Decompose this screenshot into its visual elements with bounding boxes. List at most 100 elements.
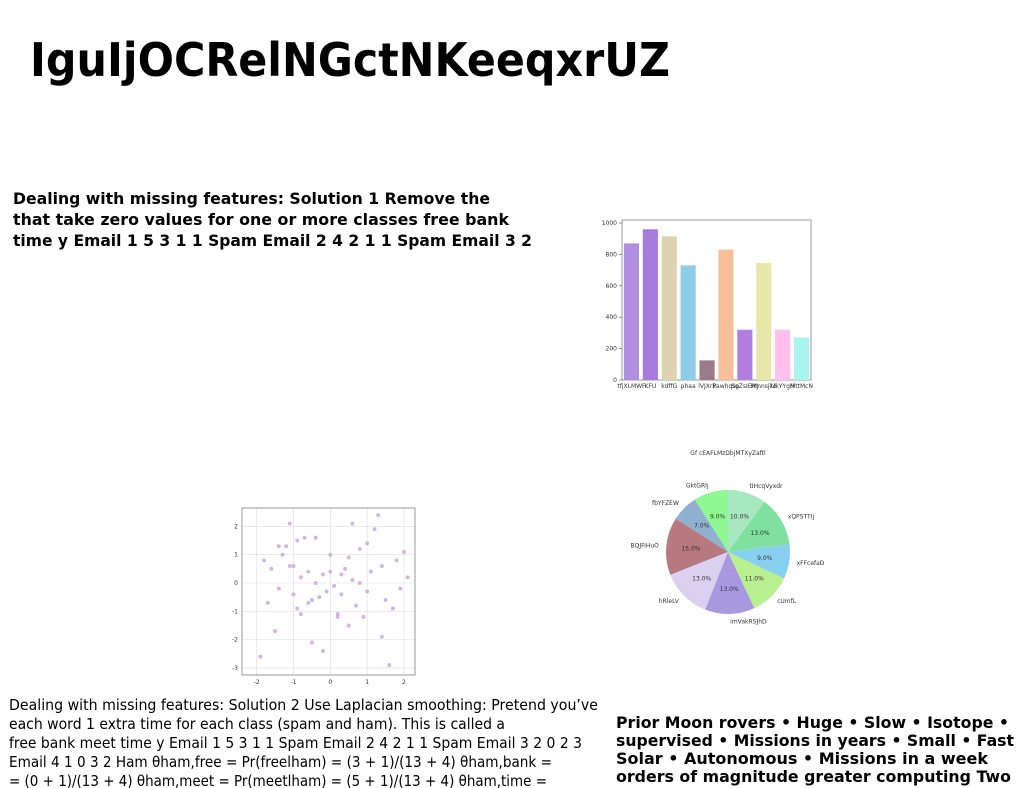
text-line: each word 1 extra time for each class (s… [9,715,505,733]
point [317,595,322,600]
point [320,572,325,577]
pie-slice [728,552,785,609]
slice-value-label: 7.0% [694,523,710,530]
bar [775,329,791,380]
pie-title: Gf cEAFLMzDbjMTXyZaftl [690,450,766,457]
point [302,535,307,540]
text-line: Prior Moon rovers • Huge • Slow • Isotop… [616,713,1009,732]
bar [642,229,658,380]
point [273,629,278,634]
point [320,648,325,653]
x-tick-label: Pawhqsp [713,383,740,390]
point [324,589,329,594]
y-tick-label: 0 [613,377,617,384]
slice-value-label: 9.0% [757,555,773,562]
bar [718,249,734,380]
point [372,527,377,532]
plot-frame [241,507,416,676]
point [332,583,337,588]
point [376,513,381,518]
point [262,558,267,563]
slice-label: xQPSTTIj [788,514,815,521]
slice-label: hRleLV [659,598,680,605]
y-tick-label: 1000 [602,220,617,227]
point [276,544,281,549]
point [313,581,318,586]
bar [737,329,753,380]
y-tick-label: 400 [606,314,618,321]
x-tick-label: Hmnsjkd [751,383,777,390]
point [335,612,340,617]
point [306,600,311,605]
point [298,612,303,617]
pie-slice [694,490,728,552]
point [328,552,333,557]
point [269,566,274,571]
x-tick-label: SqZsIEMJ [731,383,759,390]
point [339,572,344,577]
y-tick-label: 2 [234,523,238,530]
y-tick-label: 0 [234,580,238,587]
x-tick-label: -1 [291,679,297,686]
point [383,597,388,602]
y-tick-label: 600 [606,283,618,290]
pie-slice [728,501,790,552]
text-line: that take zero values for one or more cl… [13,210,509,229]
pie-slice [675,499,728,552]
text-line: Solar • Autonomous • Missions in a week [616,749,988,768]
point [350,578,355,583]
y-tick-label: -3 [232,665,238,672]
point [339,592,344,597]
x-tick-label: tfjXLMWF [617,383,646,390]
x-tick-label: phaa [681,383,696,390]
text-line: = (0 + 1)/(13 + 4) θham,meet = Pr(meetlh… [9,772,547,788]
y-tick-label: 200 [606,346,618,353]
slice-label: GktGRIj [686,482,709,489]
point [298,575,303,580]
slice-value-label: 10.0% [730,514,749,521]
x-tick-label: UkYYgH [771,383,795,390]
point [276,586,281,591]
slide-title: IguIjOCRelNGctNKeeqxrUZ [30,33,670,87]
point [365,589,370,594]
x-tick-label: 2 [402,679,406,686]
text-line: free bank meet time y Email 1 5 3 1 1 Sp… [9,734,582,752]
point [343,566,348,571]
plot-frame [621,219,812,381]
y-tick-label: 1 [234,552,238,559]
text-line: Dealing with missing features: Solution … [13,189,490,208]
point [401,549,406,554]
point [291,592,296,597]
point [346,555,351,560]
point [295,606,300,611]
slice-label: BQJFiHuO [631,542,660,549]
point [365,541,370,546]
point [287,564,292,569]
point [291,564,296,569]
point [368,569,373,574]
pie-slice [670,552,728,610]
point [335,614,340,619]
text-line: Dealing with missing features: Solution … [9,696,598,714]
text-line: Email 4 1 0 3 2 Ham θham,free = Pr(freel… [9,753,552,771]
text-line: orders of magnitude greater computing Tw… [616,767,1011,786]
point [284,544,289,549]
point [258,654,263,659]
point [361,614,366,619]
text-line: time y Email 1 5 3 1 1 Spam Email 2 4 2 … [13,231,532,250]
point [394,558,399,563]
point [387,663,392,668]
y-tick-label: -1 [232,608,238,615]
point [346,623,351,628]
point [328,569,333,574]
slice-value-label: 13.0% [692,575,711,582]
bar [756,263,772,380]
slice-label: fbYFZEW [652,500,679,507]
point [379,564,384,569]
x-tick-label: 0 [328,679,332,686]
slice-value-label: 9.0% [710,513,726,520]
pie-slice [705,552,755,614]
point [313,535,318,540]
slice-value-label: 15.0% [681,545,700,552]
